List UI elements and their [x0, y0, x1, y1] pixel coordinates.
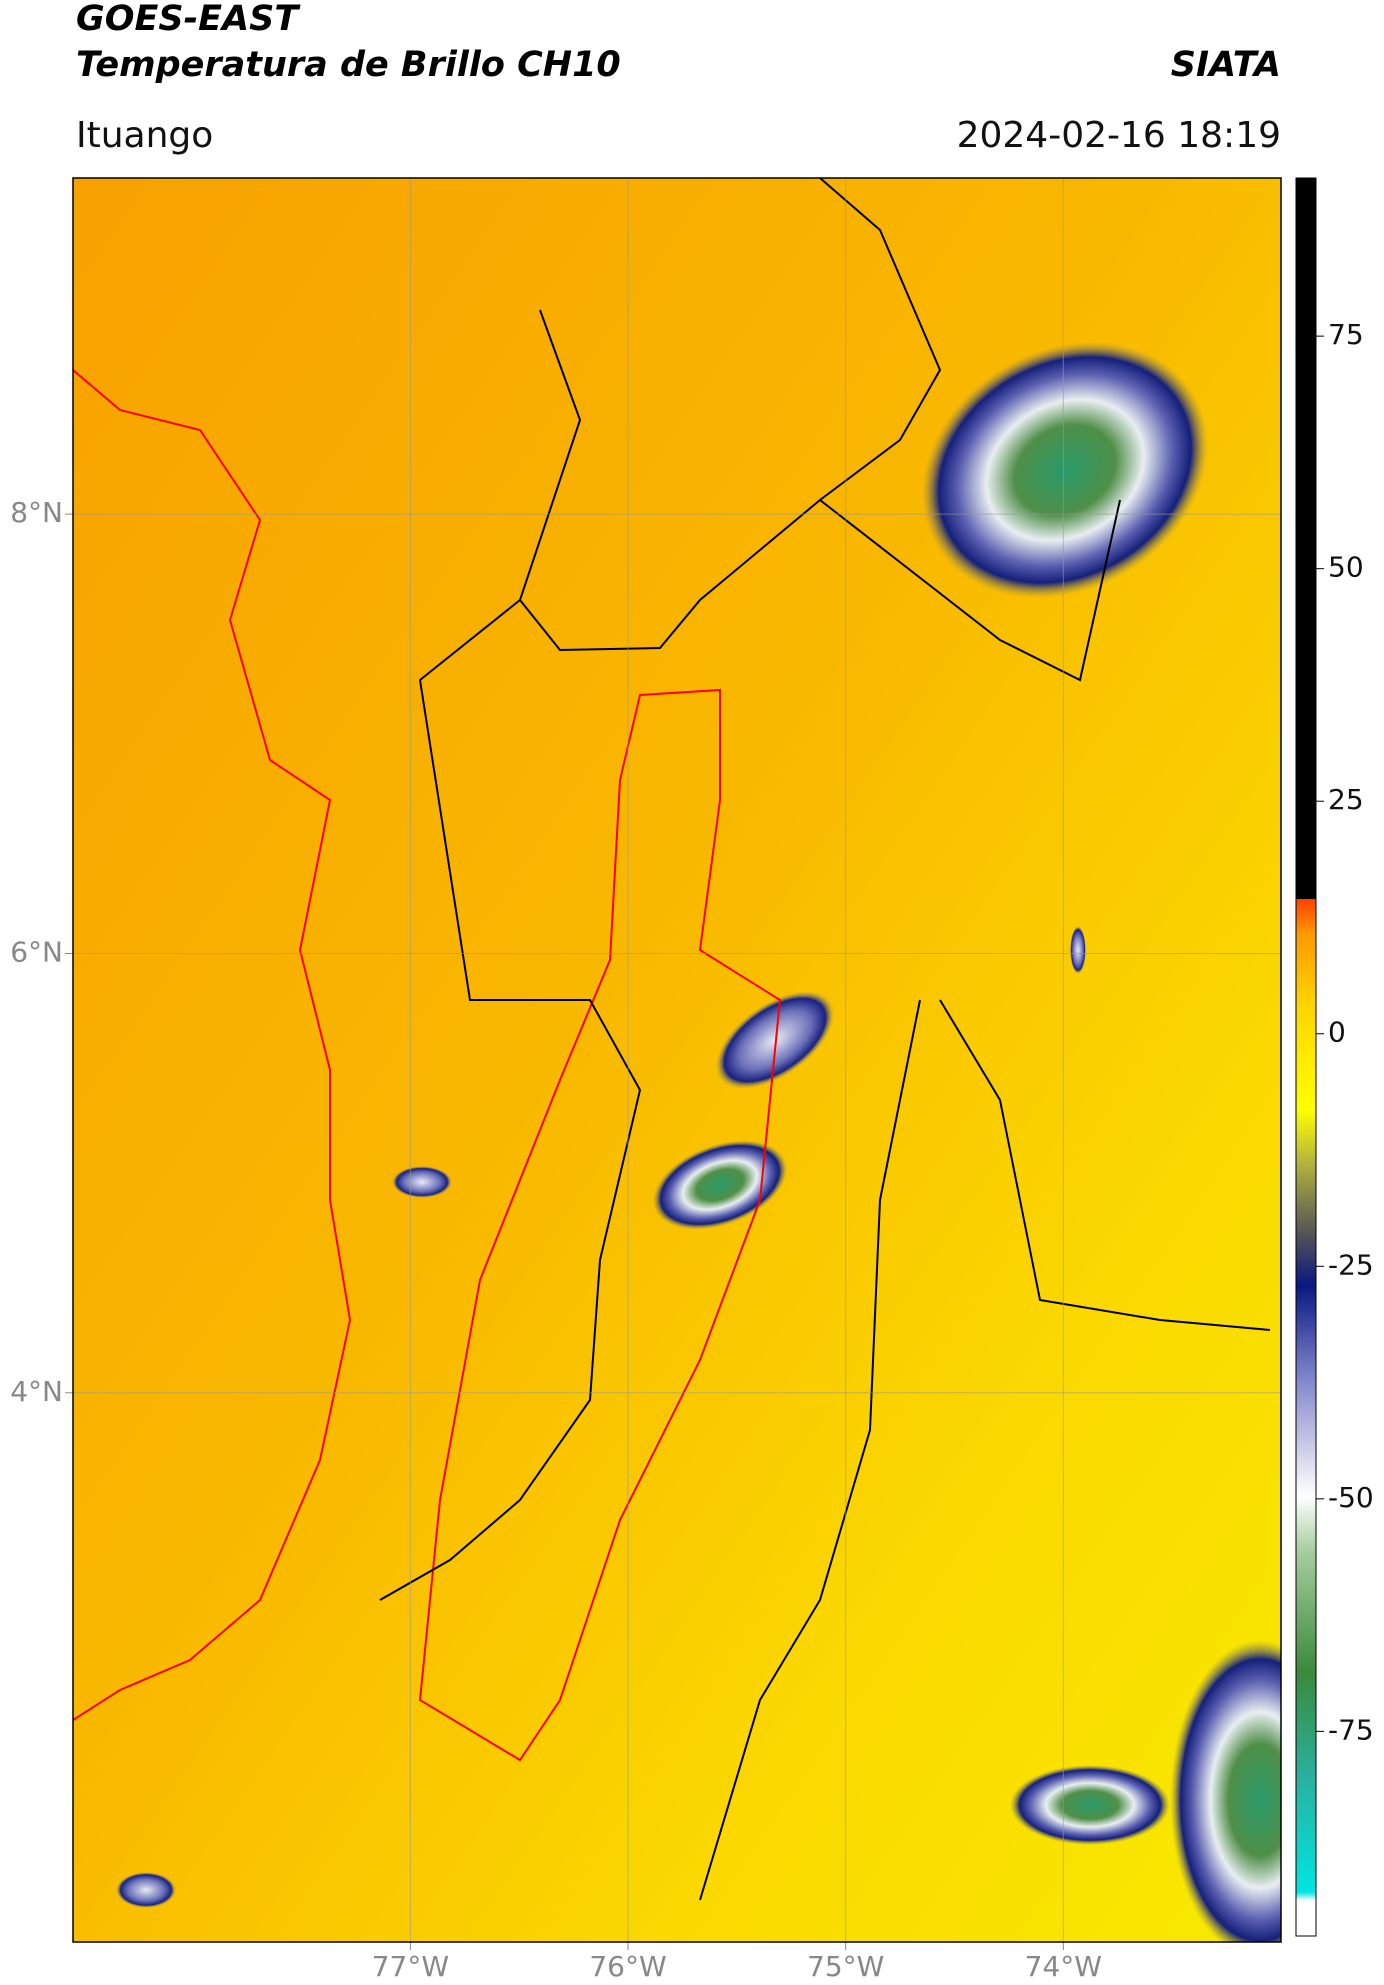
cloud: [392, 1166, 452, 1198]
title: GOES-EAST: [76, 0, 301, 39]
location: Ituango: [76, 115, 213, 156]
plot-frame: [72, 177, 1282, 1943]
axes: 77°W 76°W 75°W 74°W 8°N 6°N 4°N -75 -50 -25 0 25 50 7…: [10, 178, 1374, 1983]
coastline: [73, 369, 352, 1721]
map-image: [73, 178, 1281, 1942]
colorbar-tick-label: -25: [1328, 1248, 1374, 1281]
x-tick-label: 75°W: [807, 1950, 884, 1981]
colorbar: [1295, 177, 1317, 1937]
subtitle: Temperatura de Brillo CH10: [76, 45, 621, 85]
y-tick-label: 8°N: [10, 496, 63, 529]
source: SIATA: [1171, 45, 1281, 85]
colorbar-tick-label: -50: [1328, 1481, 1374, 1514]
cloud: [1170, 1640, 1281, 1942]
cloud: [652, 1140, 788, 1230]
colorbar-tick-label: -75: [1328, 1713, 1374, 1746]
cloud: [921, 341, 1209, 599]
colorbar-tick-label: 25: [1328, 783, 1364, 816]
x-tick-label: 77°W: [372, 1950, 449, 1981]
borders: [379, 178, 1271, 1901]
x-tick-label: 76°W: [589, 1950, 666, 1981]
x-tick-label: 74°W: [1025, 1950, 1102, 1981]
cloud: [1010, 1765, 1170, 1845]
y-tick-label: 4°N: [10, 1375, 63, 1408]
cloud: [116, 1872, 176, 1908]
y-tick-label: 6°N: [10, 935, 63, 968]
colorbar-tick-label: 0: [1328, 1016, 1346, 1049]
datetime: 2024-02-16 18:19: [957, 115, 1281, 156]
colorbar-tick-label: 75: [1328, 318, 1364, 351]
basin-outline: [418, 688, 782, 1762]
cloud: [1070, 926, 1086, 974]
colorbar-tick-label: 50: [1328, 551, 1364, 584]
